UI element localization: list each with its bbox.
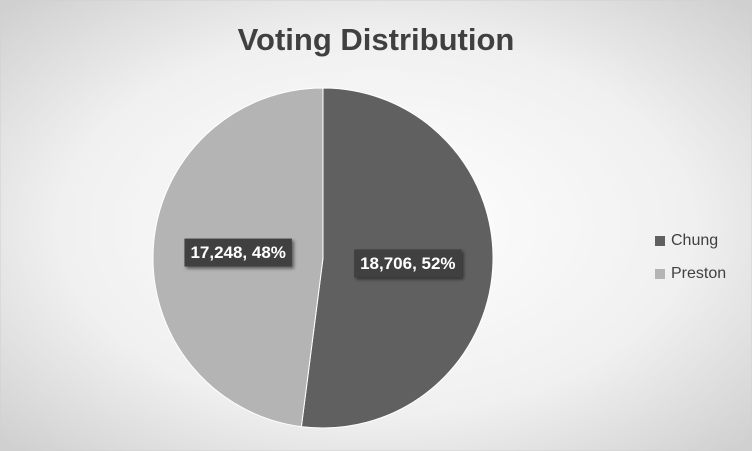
data-label-box — [354, 249, 462, 278]
data-label-box — [184, 238, 292, 267]
data-label: 18,706, 52% — [360, 254, 455, 273]
legend-swatch — [655, 236, 665, 246]
legend-label: Preston — [671, 265, 726, 282]
chart-title: Voting Distribution — [238, 22, 515, 57]
legend-label: Chung — [671, 232, 718, 249]
legend-swatch — [655, 269, 665, 279]
data-label: 17,248, 48% — [190, 243, 285, 262]
